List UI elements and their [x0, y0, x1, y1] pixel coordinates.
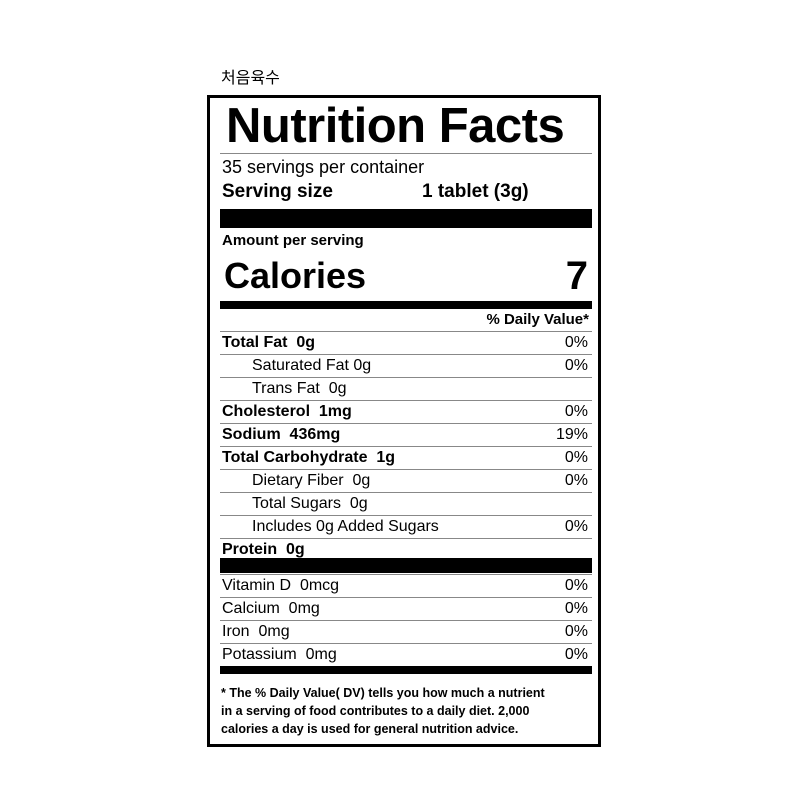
nutrient-row: Potassium 0mg 0%: [220, 643, 592, 666]
nutrient-name: Vitamin D 0mcg: [222, 577, 340, 594]
daily-value: 0%: [564, 403, 588, 420]
daily-value: 0%: [564, 577, 588, 594]
nutrient-row: Saturated Fat 0g 0%: [220, 354, 592, 377]
daily-value: 19%: [555, 426, 588, 443]
product-name: 처음육수: [221, 70, 280, 87]
calories-value: 7: [565, 254, 588, 298]
nutrient-name: Total Carbohydrate 1g: [222, 449, 396, 466]
medium-rule: [220, 666, 592, 674]
daily-value: 0%: [564, 472, 588, 489]
nutrient-row: Total Fat 0g 0%: [220, 331, 592, 354]
thick-rule: [220, 558, 592, 573]
nutrient-row: Sodium 436mg 19%: [220, 423, 592, 446]
daily-value: 0%: [564, 623, 588, 640]
footnote-line: in a serving of food contributes to a da…: [221, 704, 530, 718]
nutrient-row: Calcium 0mg 0%: [220, 597, 592, 620]
footnote-line: * The % Daily Value( DV) tells you how m…: [221, 686, 545, 700]
nutrient-name: Dietary Fiber 0g: [252, 472, 371, 489]
daily-value: 0%: [564, 518, 588, 535]
daily-value: 0%: [564, 334, 588, 351]
nutrient-row: Trans Fat 0g: [220, 377, 592, 400]
serving-size-value: 1 tablet (3g): [422, 181, 529, 202]
nutrient-row: Total Sugars 0g: [220, 492, 592, 515]
nutrient-row: Protein 0g: [220, 538, 592, 561]
nutrient-name: Cholesterol 1mg: [222, 403, 352, 420]
nutrient-name: Calcium 0mg: [222, 600, 320, 617]
calories-label: Calories: [224, 255, 367, 296]
serving-size-label: Serving size: [222, 181, 333, 202]
thick-rule: [220, 209, 592, 228]
nutrient-row: Total Carbohydrate 1g 0%: [220, 446, 592, 469]
nutrient-name: Protein 0g: [222, 541, 305, 558]
amount-per-serving: Amount per serving: [222, 232, 364, 249]
nutrient-row: Cholesterol 1mg 0%: [220, 400, 592, 423]
rule: [220, 153, 592, 154]
nutrient-name: Includes 0g Added Sugars: [252, 518, 439, 535]
nutrient-name: Total Fat 0g: [222, 334, 316, 351]
nutrient-name: Potassium 0mg: [222, 646, 337, 663]
daily-value: 0%: [564, 449, 588, 466]
nutrient-row: Vitamin D 0mcg 0%: [220, 574, 592, 597]
label-title: Nutrition Facts: [226, 99, 565, 153]
nutrient-name: Trans Fat 0g: [252, 380, 347, 397]
nutrient-name: Iron 0mg: [222, 623, 290, 640]
daily-value-header: % Daily Value*: [486, 311, 589, 328]
nutrient-name: Total Sugars 0g: [252, 495, 368, 512]
daily-value: 0%: [564, 646, 588, 663]
daily-value: 0%: [564, 357, 588, 374]
nutrient-row: Iron 0mg 0%: [220, 620, 592, 643]
nutrient-row: Dietary Fiber 0g 0%: [220, 469, 592, 492]
medium-rule: [220, 301, 592, 309]
label-box: [207, 95, 601, 747]
servings: 35 servings per container: [222, 157, 425, 177]
nutrient-name: Sodium 436mg: [222, 426, 341, 443]
daily-value: 0%: [564, 600, 588, 617]
nutrient-name: Saturated Fat 0g: [252, 357, 372, 374]
nutrient-row: Includes 0g Added Sugars 0%: [220, 515, 592, 538]
footnote-line: calories a day is used for general nutri…: [221, 722, 519, 736]
footnote: * The % Daily Value( DV) tells you how m…: [221, 684, 545, 738]
